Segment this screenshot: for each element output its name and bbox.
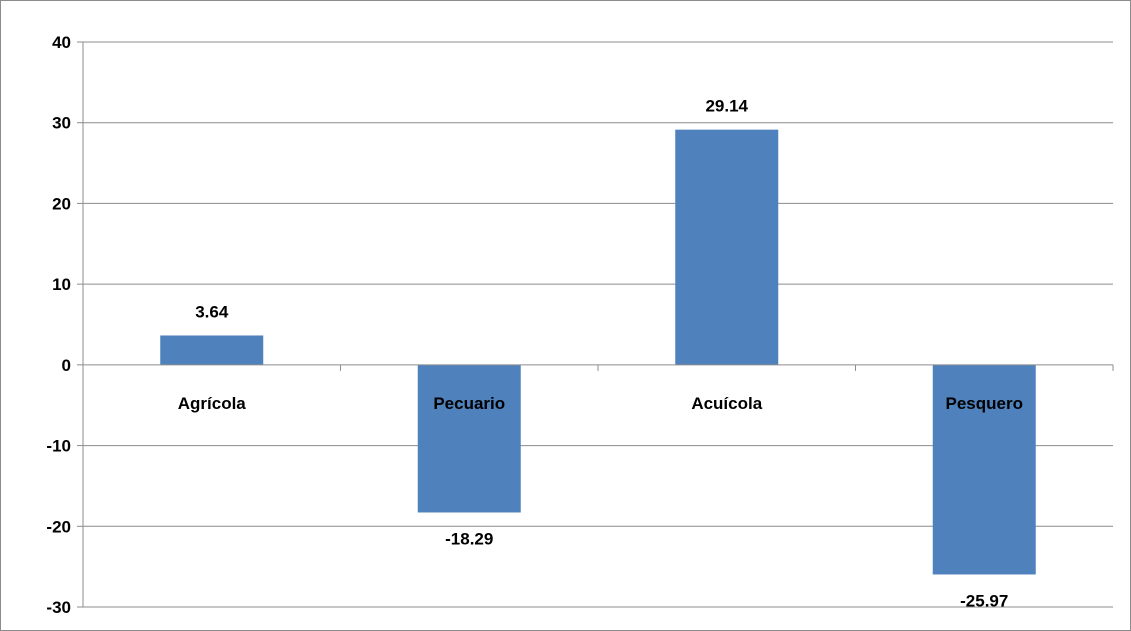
bars xyxy=(160,129,1036,575)
category-label-pesquero: Pesquero xyxy=(946,394,1023,413)
axes xyxy=(77,41,1114,608)
category-labels: Agrícola Pecuario Acuícola Pesquero xyxy=(178,394,1023,413)
bar-acuícola xyxy=(675,129,779,365)
bar-agrícola xyxy=(160,335,264,365)
y-tick-label: 40 xyxy=(52,33,71,52)
data-labels: 3.64 -18.29 29.14 -25.97 xyxy=(195,97,1008,611)
category-label-pecuario: Pecuario xyxy=(433,394,505,413)
bar-pesquero xyxy=(932,364,1036,575)
data-label-acuícola: 29.14 xyxy=(705,97,748,116)
y-tick-labels: 40 30 20 10 0 -10 -20 -30 xyxy=(46,33,71,617)
data-label-agrícola: 3.64 xyxy=(195,302,229,321)
data-label-pecuario: -18.29 xyxy=(445,529,493,548)
bar-pecuario xyxy=(417,364,521,513)
data-label-pesquero: -25.97 xyxy=(960,591,1008,610)
y-tick-label: 10 xyxy=(52,275,71,294)
y-tick-label: 20 xyxy=(52,194,71,213)
category-label-acuícola: Acuícola xyxy=(691,394,762,413)
y-tick-label: 30 xyxy=(52,114,71,133)
y-tick-label: -20 xyxy=(46,517,71,536)
y-tick-label: -30 xyxy=(46,598,71,617)
category-label-agrícola: Agrícola xyxy=(178,394,247,413)
y-tick-label: -10 xyxy=(46,437,71,456)
y-tick-label: 0 xyxy=(62,356,71,375)
